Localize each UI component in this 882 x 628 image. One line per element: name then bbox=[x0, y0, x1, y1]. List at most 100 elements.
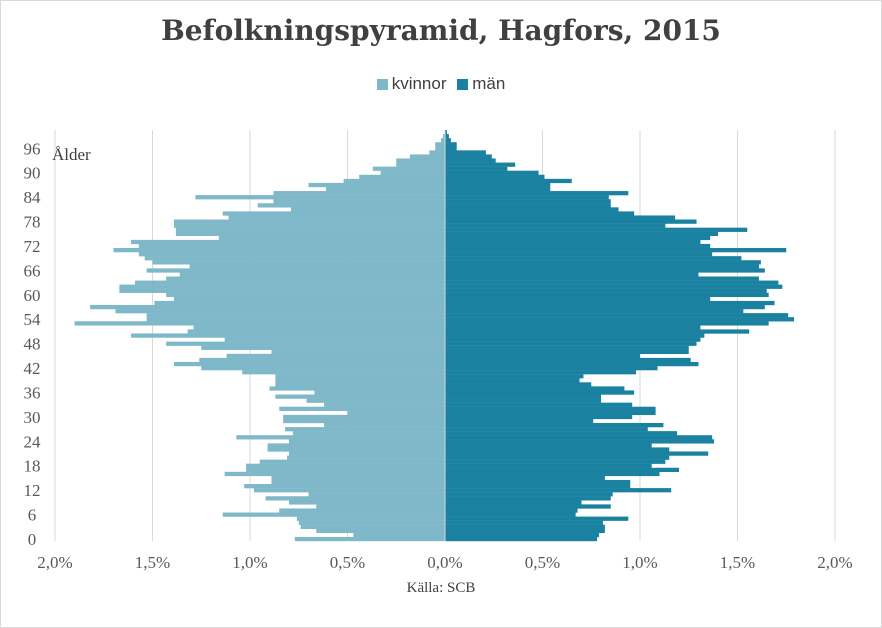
bar-kvinnor-age-62 bbox=[119, 284, 445, 289]
bar-kvinnor-age-97 bbox=[435, 142, 445, 147]
bar-kvinnor-age-79 bbox=[228, 215, 445, 220]
bar-kvinnor-age-29 bbox=[283, 418, 445, 424]
bar-man-age-24 bbox=[445, 439, 715, 444]
bar-kvinnor-age-99 bbox=[443, 134, 445, 139]
bar-man-age-35 bbox=[445, 394, 601, 399]
age-tick-label: 12 bbox=[24, 481, 41, 500]
bar-man-age-64 bbox=[445, 276, 759, 281]
bar-kvinnor-age-3 bbox=[300, 524, 445, 529]
bar-kvinnor-age-24 bbox=[289, 439, 445, 444]
bar-man-age-89 bbox=[445, 174, 545, 180]
bar-kvinnor-age-41 bbox=[242, 370, 445, 375]
bar-kvinnor-age-42 bbox=[201, 366, 445, 371]
bar-kvinnor-age-63 bbox=[134, 280, 445, 285]
bar-kvinnor-age-94 bbox=[409, 154, 445, 159]
bar-kvinnor-age-77 bbox=[173, 223, 445, 228]
bar-man-age-91 bbox=[445, 166, 508, 171]
bar-kvinnor-age-45 bbox=[226, 353, 445, 359]
age-tick-label: 18 bbox=[24, 457, 41, 476]
bar-man-age-4 bbox=[445, 520, 603, 525]
bar-kvinnor-age-73 bbox=[131, 239, 446, 245]
bar-man-age-81 bbox=[445, 207, 619, 212]
bar-kvinnor-age-25 bbox=[236, 435, 445, 440]
bar-kvinnor-age-4 bbox=[298, 520, 445, 525]
age-tick-label: 6 bbox=[28, 506, 37, 525]
bar-kvinnor-age-17 bbox=[246, 467, 445, 473]
bar-kvinnor-age-67 bbox=[189, 264, 445, 269]
age-tick-label: 36 bbox=[24, 383, 41, 402]
bar-man-age-70 bbox=[445, 252, 713, 257]
bar-man-age-78 bbox=[445, 219, 697, 224]
age-tick-label: 42 bbox=[24, 359, 41, 378]
bar-kvinnor-age-20 bbox=[287, 455, 445, 460]
bar-man-age-80 bbox=[445, 211, 635, 216]
bar-man-age-32 bbox=[445, 406, 656, 411]
bar-kvinnor-age-38 bbox=[275, 382, 445, 387]
age-tick-label: 66 bbox=[24, 261, 41, 280]
bar-man-age-77 bbox=[445, 223, 666, 228]
bar-man-age-87 bbox=[445, 182, 551, 188]
bar-kvinnor-age-68 bbox=[152, 260, 445, 265]
bar-kvinnor-age-87 bbox=[308, 182, 445, 188]
legend: kvinnor män bbox=[0, 74, 882, 95]
x-tick-label: 1,0% bbox=[232, 553, 267, 572]
bars-kvinnor bbox=[74, 134, 446, 542]
bar-man-age-69 bbox=[445, 256, 742, 261]
bar-kvinnor-age-44 bbox=[199, 357, 445, 363]
bar-man-age-55 bbox=[445, 313, 789, 318]
bar-kvinnor-age-22 bbox=[267, 447, 445, 452]
bar-kvinnor-age-15 bbox=[271, 475, 445, 481]
bar-kvinnor-age-36 bbox=[314, 390, 445, 395]
legend-label-kvinnor: kvinnor bbox=[391, 74, 447, 93]
bar-kvinnor-age-75 bbox=[175, 231, 445, 237]
legend-label-man: män bbox=[472, 74, 506, 93]
bar-kvinnor-age-51 bbox=[187, 329, 445, 334]
bar-man-age-68 bbox=[445, 260, 761, 265]
legend-item-man: män bbox=[457, 74, 505, 94]
bar-man-age-60 bbox=[445, 292, 769, 298]
bar-man-age-34 bbox=[445, 398, 601, 403]
bar-man-age-28 bbox=[445, 422, 664, 428]
bar-man-age-52 bbox=[445, 325, 701, 330]
bar-man-age-33 bbox=[445, 402, 633, 407]
age-tick-label: 96 bbox=[24, 139, 41, 158]
axis-layer: 2,0% 1,5% 1,0% 0,5% 0,0% 0,5% 1,0% 1,5% 2,0%0612… bbox=[24, 130, 853, 572]
bar-kvinnor-age-11 bbox=[308, 492, 445, 497]
bar-man-age-95 bbox=[445, 150, 486, 155]
bar-man-age-41 bbox=[445, 370, 637, 375]
bar-kvinnor-age-0 bbox=[294, 536, 445, 542]
bar-kvinnor-age-54 bbox=[146, 317, 445, 322]
bar-man-age-36 bbox=[445, 390, 635, 395]
bar-man-age-88 bbox=[445, 178, 572, 184]
bar-kvinnor-age-59 bbox=[173, 296, 445, 302]
bar-kvinnor-age-76 bbox=[175, 227, 445, 232]
bar-man-age-83 bbox=[445, 199, 611, 204]
bar-kvinnor-age-49 bbox=[224, 337, 445, 342]
bar-man-age-74 bbox=[445, 235, 711, 241]
bar-kvinnor-age-93 bbox=[396, 158, 445, 163]
bar-kvinnor-age-65 bbox=[179, 272, 446, 277]
bar-man-age-22 bbox=[445, 447, 670, 452]
age-tick-label: 54 bbox=[24, 310, 42, 329]
bar-man-age-44 bbox=[445, 357, 691, 363]
bar-man-age-75 bbox=[445, 231, 718, 237]
bar-kvinnor-age-74 bbox=[218, 235, 445, 241]
bar-man-age-40 bbox=[445, 374, 584, 379]
x-tick-label: 1,5% bbox=[720, 553, 755, 572]
bar-man-age-46 bbox=[445, 349, 689, 355]
bar-kvinnor-age-14 bbox=[271, 479, 445, 485]
age-tick-label: 90 bbox=[24, 164, 41, 183]
bar-man-age-100 bbox=[445, 130, 447, 135]
bar-man-age-20 bbox=[445, 455, 670, 460]
x-tick-label: 0,0% bbox=[427, 553, 462, 572]
bar-man-age-16 bbox=[445, 471, 660, 477]
bar-kvinnor-age-12 bbox=[253, 488, 445, 493]
bar-kvinnor-age-64 bbox=[166, 276, 445, 281]
bar-man-age-61 bbox=[445, 288, 767, 293]
bar-kvinnor-age-13 bbox=[244, 484, 445, 489]
bar-man-age-67 bbox=[445, 264, 759, 269]
bar-kvinnor-age-27 bbox=[285, 427, 445, 432]
bar-man-age-12 bbox=[445, 488, 672, 493]
bar-kvinnor-age-71 bbox=[113, 248, 445, 253]
legend-item-kvinnor: kvinnor bbox=[376, 74, 447, 94]
